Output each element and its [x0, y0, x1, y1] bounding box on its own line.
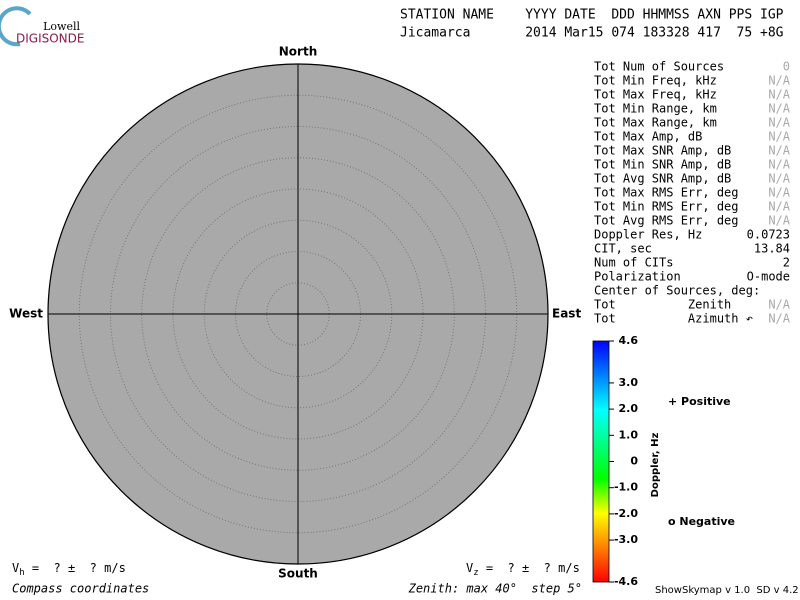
stat-value: N/A [768, 200, 790, 214]
stat-label: Tot Min SNR Amp, dB [594, 158, 731, 172]
stat-label: Tot Min Range, km [594, 102, 717, 116]
stat-value: N/A [768, 74, 790, 88]
vh-text: = ? ± ? m/s [25, 561, 126, 575]
stat-label: Tot Min RMS Err, deg [594, 200, 739, 214]
vh-sub: h [19, 568, 24, 578]
stat-value: N/A [768, 214, 790, 228]
version: ShowSkymap v 1.0 SD v 4.2 [655, 585, 799, 596]
colorbar-tick-label: 2.0 [619, 402, 639, 415]
stat-label: Num of CITs [594, 256, 673, 270]
west-label: West [9, 307, 43, 321]
vz-sub: z [473, 568, 478, 578]
header-labels: STATION NAME YYYY DATE DDD HHMMSS AXN PP… [400, 8, 784, 23]
stat-value: N/A [768, 102, 790, 116]
stat-label: Tot Avg RMS Err, deg [594, 214, 739, 228]
stat-label: Tot Max SNR Amp, dB [594, 144, 731, 158]
vz-label: Vz = ? ± ? m/s [466, 561, 580, 578]
colorbar-tick-label: -2.0 [614, 507, 638, 520]
stat-value: N/A [768, 130, 790, 144]
north-label: North [279, 45, 317, 59]
stat-value: N/A [768, 88, 790, 102]
stat-value: N/A [768, 116, 790, 130]
colorbar-tick-label: -4.6 [614, 575, 638, 588]
colorbar-tick-label: -1.0 [614, 481, 638, 494]
stat-label: Polarization [594, 270, 681, 284]
stat-label: Tot Min Freq, kHz [594, 74, 717, 88]
legend-entry: + Positive [668, 395, 731, 408]
vz-text: = ? ± ? m/s [479, 561, 580, 575]
vh-label: Vh = ? ± ? m/s [12, 561, 126, 578]
stat-value: N/A [768, 158, 790, 172]
stat-label: Doppler Res, Hz [594, 228, 702, 242]
vh-symbol: V [12, 561, 19, 575]
zenith-label: Zenith: max 40° step 5° [408, 582, 582, 596]
stat-value: N/A [768, 172, 790, 186]
east-label: East [552, 307, 581, 321]
stat-label: Tot Zenith [594, 298, 731, 312]
stat-label: Tot Avg SNR Amp, dB [594, 172, 731, 186]
stat-label: Tot Azimuth ↶ [594, 312, 753, 326]
logo-line2: DIGISONDE [16, 32, 84, 46]
stat-label: CIT, sec [594, 242, 652, 256]
vz-symbol: V [466, 561, 473, 575]
stat-value: N/A [768, 298, 790, 312]
colorbar-tick-label: 3.0 [619, 376, 639, 389]
south-label: South [278, 567, 318, 581]
stat-value: 0.0723 [747, 228, 790, 242]
stat-value: 2 [783, 256, 790, 270]
colorbar-tick-label: 1.0 [619, 428, 639, 441]
stat-label: Center of Sources, deg: [594, 284, 760, 298]
stat-value: 13.84 [754, 242, 790, 256]
stat-label: Tot Max RMS Err, deg [594, 186, 739, 200]
coords-label: Compass coordinates [12, 582, 149, 596]
logo-line1: Lowell [43, 20, 80, 33]
stat-value: O-mode [747, 270, 790, 284]
stat-label: Tot Max Range, km [594, 116, 717, 130]
colorbar-tick-label: -3.0 [614, 533, 638, 546]
stat-value: N/A [768, 312, 790, 326]
legend-entry: o Negative [668, 515, 735, 528]
logo-arc [0, 6, 32, 47]
colorbar-label: Doppler, Hz [650, 433, 661, 498]
stat-label: Tot Max Amp, dB [594, 130, 702, 144]
stat-label: Tot Num of Sources [594, 60, 724, 74]
colorbar-tick-label: 0 [630, 455, 638, 468]
stat-value: N/A [768, 186, 790, 200]
colorbar-tick-label: 4.6 [619, 334, 639, 347]
stat-value: N/A [768, 144, 790, 158]
header-values: Jicamarca 2014 Mar15 074 183328 417 75 +… [400, 26, 784, 41]
stat-value: 0 [783, 60, 790, 74]
colorbar [592, 340, 610, 583]
stat-label: Tot Max Freq, kHz [594, 88, 717, 102]
